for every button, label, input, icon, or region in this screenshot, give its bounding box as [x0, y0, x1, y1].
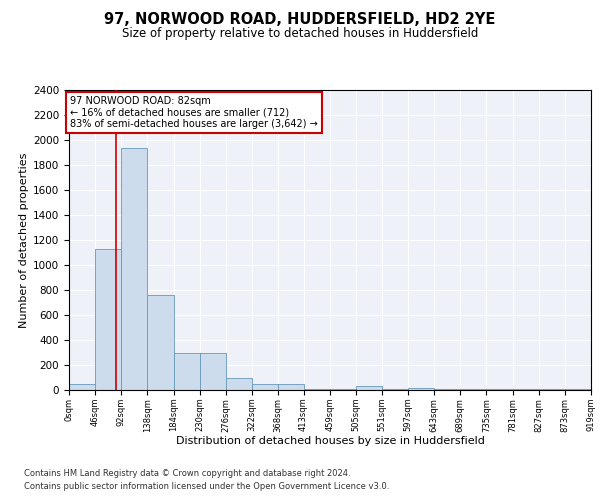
Bar — [408, 388, 434, 390]
Bar — [252, 384, 278, 390]
Text: 97 NORWOOD ROAD: 82sqm
← 16% of detached houses are smaller (712)
83% of semi-de: 97 NORWOOD ROAD: 82sqm ← 16% of detached… — [70, 96, 318, 130]
Bar — [69, 384, 95, 390]
Text: Contains public sector information licensed under the Open Government Licence v3: Contains public sector information licen… — [24, 482, 389, 491]
X-axis label: Distribution of detached houses by size in Huddersfield: Distribution of detached houses by size … — [176, 436, 484, 446]
Text: Size of property relative to detached houses in Huddersfield: Size of property relative to detached ho… — [122, 28, 478, 40]
Text: 97, NORWOOD ROAD, HUDDERSFIELD, HD2 2YE: 97, NORWOOD ROAD, HUDDERSFIELD, HD2 2YE — [104, 12, 496, 28]
Bar — [148, 295, 173, 390]
Bar — [200, 352, 226, 390]
Bar — [226, 378, 252, 390]
Bar — [173, 352, 200, 390]
Bar — [356, 386, 382, 390]
Bar — [95, 248, 121, 390]
Bar — [121, 148, 148, 390]
Y-axis label: Number of detached properties: Number of detached properties — [19, 152, 29, 328]
Text: Contains HM Land Registry data © Crown copyright and database right 2024.: Contains HM Land Registry data © Crown c… — [24, 468, 350, 477]
Bar — [278, 384, 304, 390]
